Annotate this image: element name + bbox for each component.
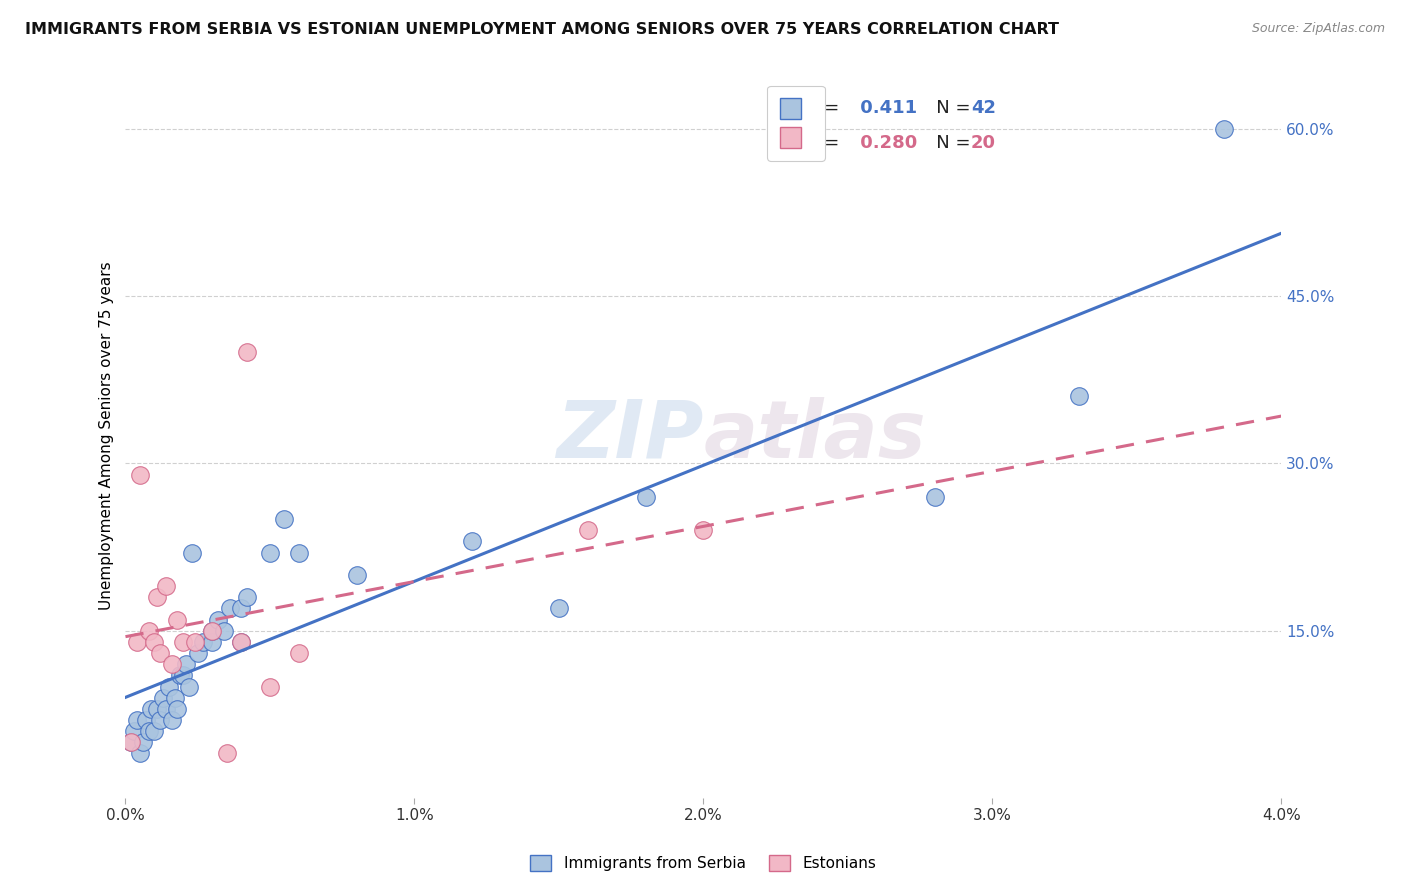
Point: [172, 668, 194, 682]
Point: [229, 635, 252, 649]
Point: [149, 646, 172, 660]
Point: [120, 735, 142, 749]
Point: [138, 624, 160, 638]
Legend: , : ,: [768, 86, 825, 161]
Text: R =: R =: [806, 99, 845, 118]
Point: [1212, 121, 1234, 136]
Point: [143, 635, 166, 649]
Point: [146, 702, 169, 716]
Point: [215, 747, 238, 761]
Point: [160, 657, 183, 672]
Point: [548, 601, 571, 615]
Y-axis label: Unemployment Among Seniors over 75 years: Unemployment Among Seniors over 75 years: [100, 261, 114, 610]
Text: atlas: atlas: [703, 397, 927, 475]
Point: [174, 657, 197, 672]
Point: [172, 635, 194, 649]
Text: N =: N =: [920, 134, 976, 153]
Point: [155, 702, 177, 716]
Point: [201, 624, 224, 638]
Point: [184, 635, 207, 649]
Point: [169, 668, 191, 682]
Point: [924, 490, 946, 504]
Point: [125, 713, 148, 727]
Point: [201, 624, 224, 638]
Point: [193, 635, 215, 649]
Text: N =: N =: [920, 99, 976, 118]
Legend: Immigrants from Serbia, Estonians: Immigrants from Serbia, Estonians: [524, 849, 882, 877]
Point: [157, 680, 180, 694]
Point: [634, 490, 657, 504]
Point: [166, 702, 188, 716]
Point: [346, 568, 368, 582]
Point: [149, 713, 172, 727]
Point: [259, 680, 281, 694]
Point: [120, 735, 142, 749]
Point: [259, 546, 281, 560]
Point: [129, 467, 152, 482]
Point: [236, 591, 259, 605]
Point: [177, 680, 200, 694]
Point: [122, 724, 145, 739]
Point: [236, 344, 259, 359]
Point: [576, 524, 599, 538]
Point: [1069, 389, 1091, 403]
Text: 42: 42: [972, 99, 995, 118]
Point: [461, 534, 484, 549]
Point: [273, 512, 295, 526]
Point: [132, 735, 155, 749]
Point: [218, 601, 240, 615]
Point: [201, 635, 224, 649]
Point: [152, 690, 174, 705]
Point: [229, 601, 252, 615]
Point: [155, 579, 177, 593]
Point: [146, 591, 169, 605]
Point: [212, 624, 235, 638]
Point: [229, 635, 252, 649]
Point: [160, 713, 183, 727]
Point: [166, 613, 188, 627]
Point: [129, 747, 152, 761]
Text: 20: 20: [972, 134, 995, 153]
Point: [288, 546, 311, 560]
Point: [187, 646, 209, 660]
Text: Source: ZipAtlas.com: Source: ZipAtlas.com: [1251, 22, 1385, 36]
Point: [125, 635, 148, 649]
Text: 0.280: 0.280: [853, 134, 917, 153]
Text: R =: R =: [806, 134, 845, 153]
Point: [163, 690, 186, 705]
Point: [288, 646, 311, 660]
Point: [207, 613, 229, 627]
Point: [181, 546, 204, 560]
Text: ZIP: ZIP: [555, 397, 703, 475]
Point: [135, 713, 157, 727]
Text: 0.411: 0.411: [853, 99, 917, 118]
Point: [692, 524, 714, 538]
Point: [138, 724, 160, 739]
Text: IMMIGRANTS FROM SERBIA VS ESTONIAN UNEMPLOYMENT AMONG SENIORS OVER 75 YEARS CORR: IMMIGRANTS FROM SERBIA VS ESTONIAN UNEMP…: [25, 22, 1059, 37]
Point: [141, 702, 163, 716]
Point: [143, 724, 166, 739]
